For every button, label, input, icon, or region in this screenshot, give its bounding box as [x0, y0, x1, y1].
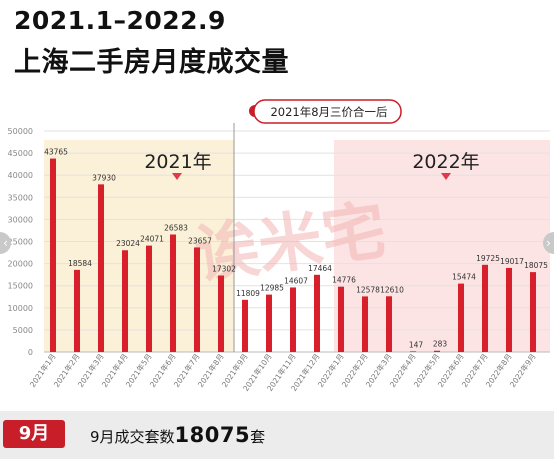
value-label: 37930 [92, 173, 116, 182]
bar [98, 184, 104, 352]
value-label: 17464 [308, 264, 332, 273]
value-label: 24071 [140, 235, 164, 244]
summary-suffix: 套 [250, 428, 266, 446]
grid-lines [44, 130, 550, 353]
y-tick-label: 35000 [8, 193, 33, 202]
value-label: 43765 [44, 148, 68, 157]
bar [122, 250, 128, 352]
bar [74, 269, 80, 352]
year-marker-2022-icon [441, 173, 451, 180]
bar [146, 245, 152, 352]
title-line-1: 2021.1–2022.9 [14, 6, 226, 35]
value-label: 17302 [212, 265, 236, 274]
bar [386, 296, 392, 352]
summary-value: 18075 [174, 423, 251, 447]
value-label: 18584 [68, 259, 92, 268]
callout-text: 2021年8月三价合一后 [270, 105, 387, 119]
value-label: 15474 [452, 273, 476, 282]
bar [482, 264, 488, 352]
bar [242, 299, 248, 352]
bar [170, 234, 176, 352]
y-tick-label: 20000 [8, 260, 33, 269]
summary-prefix: 9月成交套数 [90, 428, 175, 446]
bar [410, 351, 416, 352]
value-label: 12985 [260, 284, 284, 293]
bar [362, 296, 368, 352]
value-label: 23024 [116, 239, 140, 248]
year-label-2021: 2021年 [144, 151, 212, 180]
value-label: 23657 [188, 236, 212, 245]
bar [266, 294, 272, 352]
bars [50, 158, 536, 352]
y-tick-label: 10000 [8, 304, 33, 313]
value-label: 11809 [236, 289, 260, 298]
year-label-2021-text: 2021年 [144, 151, 211, 173]
value-label: 147 [409, 340, 424, 349]
value-label: 12578 [356, 285, 380, 294]
summary-text: 9月成交套数18075套 [90, 423, 265, 447]
bar [218, 275, 224, 352]
value-label: 19725 [476, 254, 500, 263]
y-tick-label: 30000 [8, 215, 33, 224]
bar [506, 267, 512, 352]
y-tick-label: 40000 [8, 171, 33, 180]
bar [314, 274, 320, 352]
y-tick-label: 5000 [13, 326, 33, 335]
callout: 2021年8月三价合一后 [249, 99, 402, 124]
value-label: 14776 [332, 276, 356, 285]
y-tick-label: 45000 [8, 149, 33, 158]
value-label: 14607 [284, 276, 308, 285]
month-badge: 9月 [3, 420, 65, 448]
summary-bar: 9月 9月成交套数18075套 [0, 411, 554, 459]
x-tick-labels: 2021年1月2021年2月2021年3月2021年4月2021年5月2021年… [27, 351, 537, 392]
y-tick-label: 50000 [8, 127, 33, 136]
value-label: 26583 [164, 224, 188, 233]
prev-arrow-icon[interactable]: ‹ [0, 232, 11, 254]
callout-box [253, 99, 402, 124]
y-axis: 0 5000 10000 15000 20000 25000 30000 35000 40000… [8, 127, 33, 357]
bar [458, 283, 464, 352]
value-label: 12610 [380, 285, 404, 294]
title-line-2: 上海二手房月度成交量 [14, 47, 289, 78]
value-label: 19017 [500, 257, 524, 266]
bar [194, 247, 200, 352]
bar [338, 286, 344, 352]
y-tick-label: 25000 [8, 238, 33, 247]
value-label: 283 [433, 340, 448, 349]
value-label: 18075 [524, 261, 548, 270]
y-tick-label: 0 [28, 348, 33, 357]
year-label-2022: 2022年 [412, 151, 480, 180]
year-label-2022-text: 2022年 [412, 151, 479, 173]
bar [50, 158, 56, 352]
y-tick-label: 15000 [8, 282, 33, 291]
bar [290, 287, 296, 352]
bar [434, 350, 440, 352]
next-arrow-icon[interactable]: › [543, 232, 554, 254]
bar [530, 272, 536, 352]
year-marker-2021-icon [172, 173, 182, 180]
